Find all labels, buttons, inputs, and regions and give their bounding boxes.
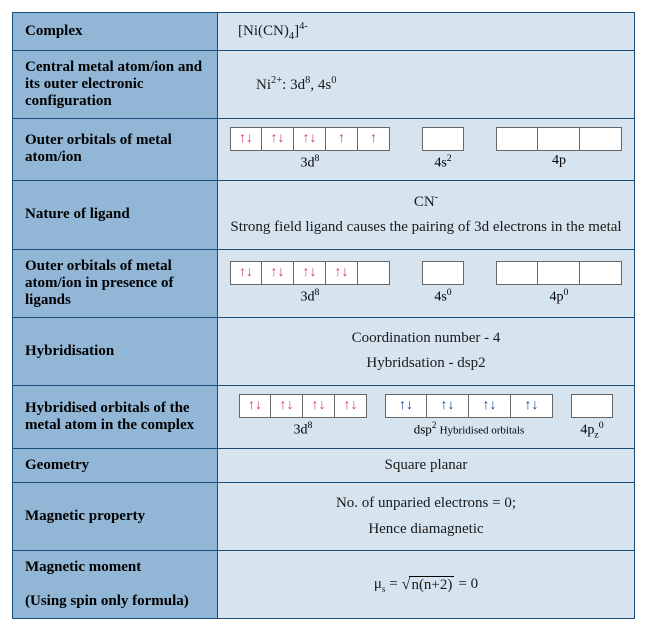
row-central: Central metal atom/ion and its outer ele…: [13, 51, 635, 119]
row-outer-ligand: Outer orbitals of metal atom/ion in pres…: [13, 249, 635, 317]
p-label: 4p: [552, 153, 566, 169]
value-hybrid-orbitals: ↑↓ ↑↓ ↑↓ ↑↓ 3d8 ↑↓ ↑↓ ↑↓ ↑↓ dsp2 Hybridi…: [218, 385, 635, 448]
s-box: [422, 127, 464, 151]
pz-label: 4pz0: [580, 420, 603, 440]
s-label: 4s2: [434, 153, 451, 172]
dsp-box: ↑↓: [469, 394, 511, 418]
d-box: ↑↓: [335, 394, 367, 418]
d-box: ↑↓: [294, 127, 326, 151]
unpaired: No. of unparied electrons = 0;: [230, 491, 622, 517]
label-complex: Complex: [13, 13, 218, 51]
block-3d-h: ↑↓ ↑↓ ↑↓ ↑↓ 3d8: [239, 394, 367, 439]
row-complex: Complex [Ni(CN)4]4-: [13, 13, 635, 51]
d-box: ↑↓: [262, 127, 294, 151]
diamagnetic: Hence diamagnetic: [230, 517, 622, 543]
block-3d-l: ↑↓ ↑↓ ↑↓ ↑↓ 3d8: [230, 261, 390, 306]
label-magnetic: Magnetic property: [13, 483, 218, 551]
block-4p: 4p: [496, 127, 622, 169]
value-hybrid: Coordination number - 4 Hybridsation - d…: [218, 317, 635, 385]
row-hybrid: Hybridisation Coordination number - 4 Hy…: [13, 317, 635, 385]
p-box: [538, 127, 580, 151]
d-box: ↑: [326, 127, 358, 151]
row-geometry: Geometry Square planar: [13, 449, 635, 483]
block-4p-l: 4p0: [496, 261, 622, 306]
d-box: ↑: [358, 127, 390, 151]
s-box: [422, 261, 464, 285]
dsp-label: dsp2 Hybridised orbitals: [414, 420, 525, 437]
moment-formula: μs = n(n+2) = 0: [374, 576, 478, 594]
d-box: ↑↓: [262, 261, 294, 285]
complex-properties-table: Complex [Ni(CN)4]4- Central metal atom/i…: [12, 12, 635, 619]
ligand-desc: Strong field ligand causes the pairing o…: [230, 215, 622, 241]
label-hybrid: Hybridisation: [13, 317, 218, 385]
row-moment: Magnetic moment (Using spin only formula…: [13, 551, 635, 619]
hybrid-type: Hybridsation - dsp2: [230, 351, 622, 377]
d-box: ↑↓: [303, 394, 335, 418]
row-outer-orbitals: Outer orbitals of metal atom/ion ↑↓ ↑↓ ↑…: [13, 119, 635, 181]
value-magnetic: No. of unparied electrons = 0; Hence dia…: [218, 483, 635, 551]
p-box: [538, 261, 580, 285]
p-box: [496, 261, 538, 285]
d-box: [358, 261, 390, 285]
pz-box: [571, 394, 613, 418]
d-label: 3d8: [301, 287, 320, 306]
label-moment: Magnetic moment (Using spin only formula…: [13, 551, 218, 619]
d-box: ↑↓: [294, 261, 326, 285]
d-box: ↑↓: [271, 394, 303, 418]
dsp-box: ↑↓: [511, 394, 553, 418]
label-geometry: Geometry: [13, 449, 218, 483]
d-box: ↑↓: [230, 261, 262, 285]
p-box: [580, 261, 622, 285]
row-hybrid-orbitals: Hybridised orbitals of the metal atom in…: [13, 385, 635, 448]
d-box: ↑↓: [239, 394, 271, 418]
label-hybrid-orbitals: Hybridised orbitals of the metal atom in…: [13, 385, 218, 448]
block-4pz: 4pz0: [571, 394, 613, 440]
d-box: ↑↓: [230, 127, 262, 151]
block-4s-l: 4s0: [422, 261, 464, 306]
value-outer-ligand: ↑↓ ↑↓ ↑↓ ↑↓ 3d8 4s0: [218, 249, 635, 317]
block-3d: ↑↓ ↑↓ ↑↓ ↑ ↑ 3d8: [230, 127, 390, 172]
d-label: 3d8: [294, 420, 313, 439]
label-outer-ligand: Outer orbitals of metal atom/ion in pres…: [13, 249, 218, 317]
value-moment: μs = n(n+2) = 0: [218, 551, 635, 619]
label-ligand: Nature of ligand: [13, 180, 218, 249]
label-outer-orbitals: Outer orbitals of metal atom/ion: [13, 119, 218, 181]
d-box: ↑↓: [326, 261, 358, 285]
label-central: Central metal atom/ion and its outer ele…: [13, 51, 218, 119]
s-label: 4s0: [434, 287, 451, 306]
p-box: [580, 127, 622, 151]
ligand-formula: CN-: [230, 189, 622, 216]
block-dsp: ↑↓ ↑↓ ↑↓ ↑↓ dsp2 Hybridised orbitals: [385, 394, 553, 437]
value-ligand: CN- Strong field ligand causes the pairi…: [218, 180, 635, 249]
coord-number: Coordination number - 4: [230, 326, 622, 352]
value-central: Ni2+: 3d8, 4s0: [218, 51, 635, 119]
p-box: [496, 127, 538, 151]
row-magnetic: Magnetic property No. of unparied electr…: [13, 483, 635, 551]
value-outer-orbitals: ↑↓ ↑↓ ↑↓ ↑ ↑ 3d8 4s2: [218, 119, 635, 181]
d-label: 3d8: [301, 153, 320, 172]
dsp-box: ↑↓: [385, 394, 427, 418]
row-ligand: Nature of ligand CN- Strong field ligand…: [13, 180, 635, 249]
block-4s: 4s2: [422, 127, 464, 172]
value-complex: [Ni(CN)4]4-: [218, 13, 635, 51]
dsp-box: ↑↓: [427, 394, 469, 418]
value-geometry: Square planar: [218, 449, 635, 483]
p-label: 4p0: [550, 287, 569, 306]
